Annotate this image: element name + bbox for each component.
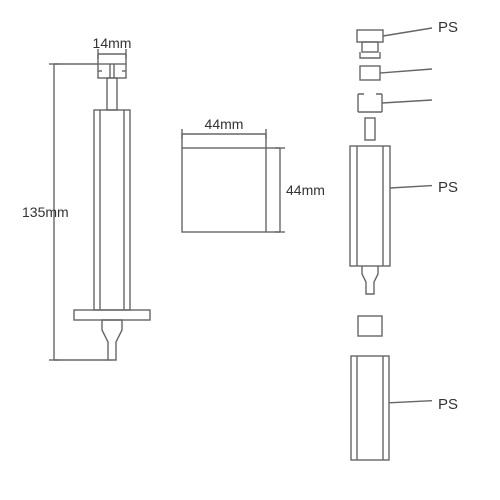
part-barrel bbox=[350, 146, 390, 266]
nozzle bbox=[102, 320, 122, 360]
label-ps2: PS bbox=[438, 179, 458, 196]
flange bbox=[74, 310, 150, 320]
label-14mm: 14mm bbox=[93, 35, 132, 51]
part-stem bbox=[365, 118, 375, 140]
technical-diagram: 14mm 135mm 44mm 44mm PS PS PS bbox=[0, 0, 500, 500]
part-block bbox=[358, 316, 382, 336]
part-gasket bbox=[358, 94, 382, 112]
label-ps1: PS bbox=[438, 19, 458, 36]
leader-ps1 bbox=[383, 28, 432, 36]
part-collar bbox=[360, 66, 380, 80]
leader-ps3 bbox=[389, 401, 432, 403]
label-135mm: 135mm bbox=[22, 204, 69, 220]
plunger-rod bbox=[107, 78, 117, 110]
thumb-cap bbox=[98, 64, 126, 78]
label-44mm-right: 44mm bbox=[286, 182, 325, 198]
label-ps3: PS bbox=[438, 396, 458, 413]
label-44mm-top: 44mm bbox=[205, 116, 244, 132]
leader-ps2 bbox=[390, 186, 432, 188]
flange-square bbox=[182, 148, 266, 232]
